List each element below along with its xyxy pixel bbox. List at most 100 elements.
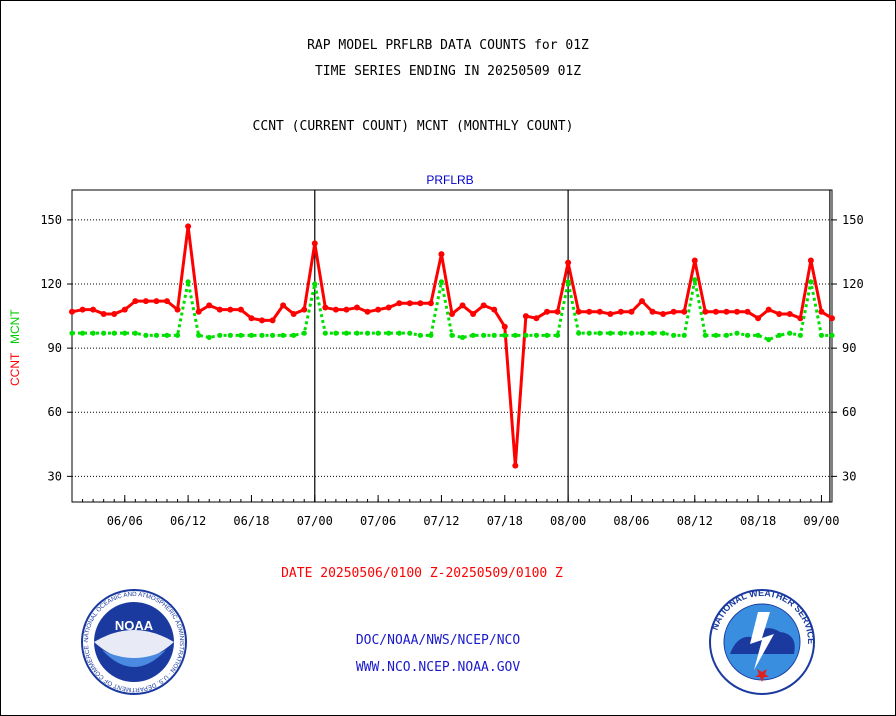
plot-title: PRFLRB [426, 173, 473, 187]
data-point-ccnt [734, 308, 740, 315]
data-point-ccnt [132, 298, 139, 305]
data-point-mcnt [523, 332, 529, 338]
data-point-ccnt [111, 310, 118, 317]
data-point-mcnt [512, 332, 518, 338]
data-point-ccnt [79, 306, 86, 313]
x-tick-label: 06/12 [170, 514, 206, 528]
x-tick-label: 08/06 [613, 514, 649, 528]
data-point-ccnt [459, 302, 466, 309]
data-point-ccnt [396, 300, 403, 307]
footer-website: WWW.NCO.NCEP.NOAA.GOV [355, 660, 521, 675]
data-point-mcnt [90, 330, 96, 336]
x-tick-label: 07/12 [423, 514, 459, 528]
data-point-mcnt [702, 332, 708, 338]
x-tick-label: 08/18 [740, 514, 776, 528]
data-point-mcnt [396, 330, 402, 336]
data-point-mcnt [185, 279, 191, 285]
data-point-mcnt [723, 332, 730, 338]
data-point-mcnt [174, 332, 181, 338]
y-tick-label-left: 60 [48, 405, 62, 419]
data-point-ccnt [311, 240, 318, 247]
data-point-ccnt [216, 306, 223, 313]
data-point-mcnt [502, 332, 508, 338]
data-point-mcnt [766, 336, 772, 343]
data-point-ccnt [596, 308, 603, 315]
data-point-mcnt [808, 279, 814, 285]
data-point-mcnt [649, 330, 656, 336]
data-point-mcnt [354, 330, 360, 336]
data-point-mcnt [491, 332, 497, 338]
data-point-ccnt [660, 310, 667, 317]
data-point-ccnt [712, 308, 719, 315]
data-point-mcnt [607, 330, 613, 336]
data-point-mcnt [428, 332, 434, 338]
y-tick-label-right: 150 [842, 213, 864, 227]
data-point-ccnt [649, 308, 656, 315]
data-point-ccnt [69, 308, 75, 315]
y-tick-label-left: 120 [40, 277, 62, 291]
data-point-ccnt [628, 308, 635, 315]
x-axis-date-label: DATE 20250506/0100 Z-20250509/0100 Z [281, 566, 563, 581]
data-point-mcnt [639, 330, 645, 336]
data-point-mcnt [449, 332, 455, 338]
data-point-mcnt [755, 332, 761, 338]
data-point-ccnt [174, 306, 181, 313]
data-point-ccnt [164, 298, 170, 305]
data-point-mcnt [681, 332, 687, 338]
data-point-ccnt [259, 317, 265, 324]
data-point-ccnt [533, 315, 540, 322]
data-point-ccnt [449, 310, 455, 317]
data-point-mcnt [111, 330, 117, 336]
data-point-ccnt [385, 304, 392, 311]
data-point-ccnt [354, 304, 360, 311]
data-point-ccnt [269, 317, 276, 324]
data-point-mcnt [470, 332, 476, 338]
data-point-ccnt [681, 308, 688, 315]
data-point-mcnt [217, 332, 223, 338]
y-tick-label-right: 120 [842, 277, 864, 291]
footer-org-path: DOC/NOAA/NWS/NCEP/NCO [355, 633, 521, 648]
data-point-ccnt [617, 308, 624, 315]
data-point-mcnt [533, 332, 540, 338]
data-point-ccnt [290, 310, 297, 317]
chart-title-line-2: TIME SERIES ENDING IN 20250509 01Z [314, 64, 582, 79]
data-point-mcnt [153, 332, 160, 338]
data-point-ccnt [343, 306, 350, 313]
data-point-mcnt [744, 332, 751, 338]
data-point-mcnt [776, 332, 782, 338]
data-point-ccnt [491, 306, 498, 313]
series-line-ccnt [71, 224, 833, 468]
data-point-mcnt [291, 332, 297, 338]
data-point-mcnt [101, 330, 107, 336]
data-point-ccnt [522, 313, 529, 320]
axes: 30 30 60 60 90 90 120 120 150 150 06/06 06/12 06/18 0… [40, 189, 864, 528]
data-point-ccnt [829, 315, 835, 322]
x-tick-label: 08/12 [677, 514, 713, 528]
data-point-ccnt [670, 308, 677, 315]
data-point-ccnt [554, 308, 561, 315]
data-point-ccnt [375, 306, 382, 313]
data-point-mcnt [206, 334, 212, 341]
noaa-logo: NOAA NATIONAL OCEANIC AND ATMOSPHERIC AD… [81, 589, 187, 695]
x-tick-label: 07/06 [360, 514, 396, 528]
data-point-ccnt [227, 306, 234, 313]
data-point-mcnt [122, 330, 128, 336]
data-point-mcnt [343, 330, 350, 336]
data-point-ccnt [607, 310, 614, 317]
data-point-mcnt [565, 279, 571, 285]
data-point-ccnt [206, 302, 213, 309]
data-point-ccnt [807, 257, 814, 264]
y-tick-label-right: 30 [842, 469, 856, 483]
data-point-mcnt [481, 332, 487, 338]
data-point-mcnt [618, 330, 624, 336]
data-point-mcnt [459, 334, 466, 341]
data-point-ccnt [786, 310, 793, 317]
data-point-ccnt [755, 315, 762, 322]
data-point-mcnt [364, 330, 371, 336]
noaa-logo-text: NOAA [115, 618, 154, 633]
data-point-ccnt [744, 308, 751, 315]
data-point-ccnt [427, 300, 434, 307]
data-point-mcnt [333, 330, 339, 336]
